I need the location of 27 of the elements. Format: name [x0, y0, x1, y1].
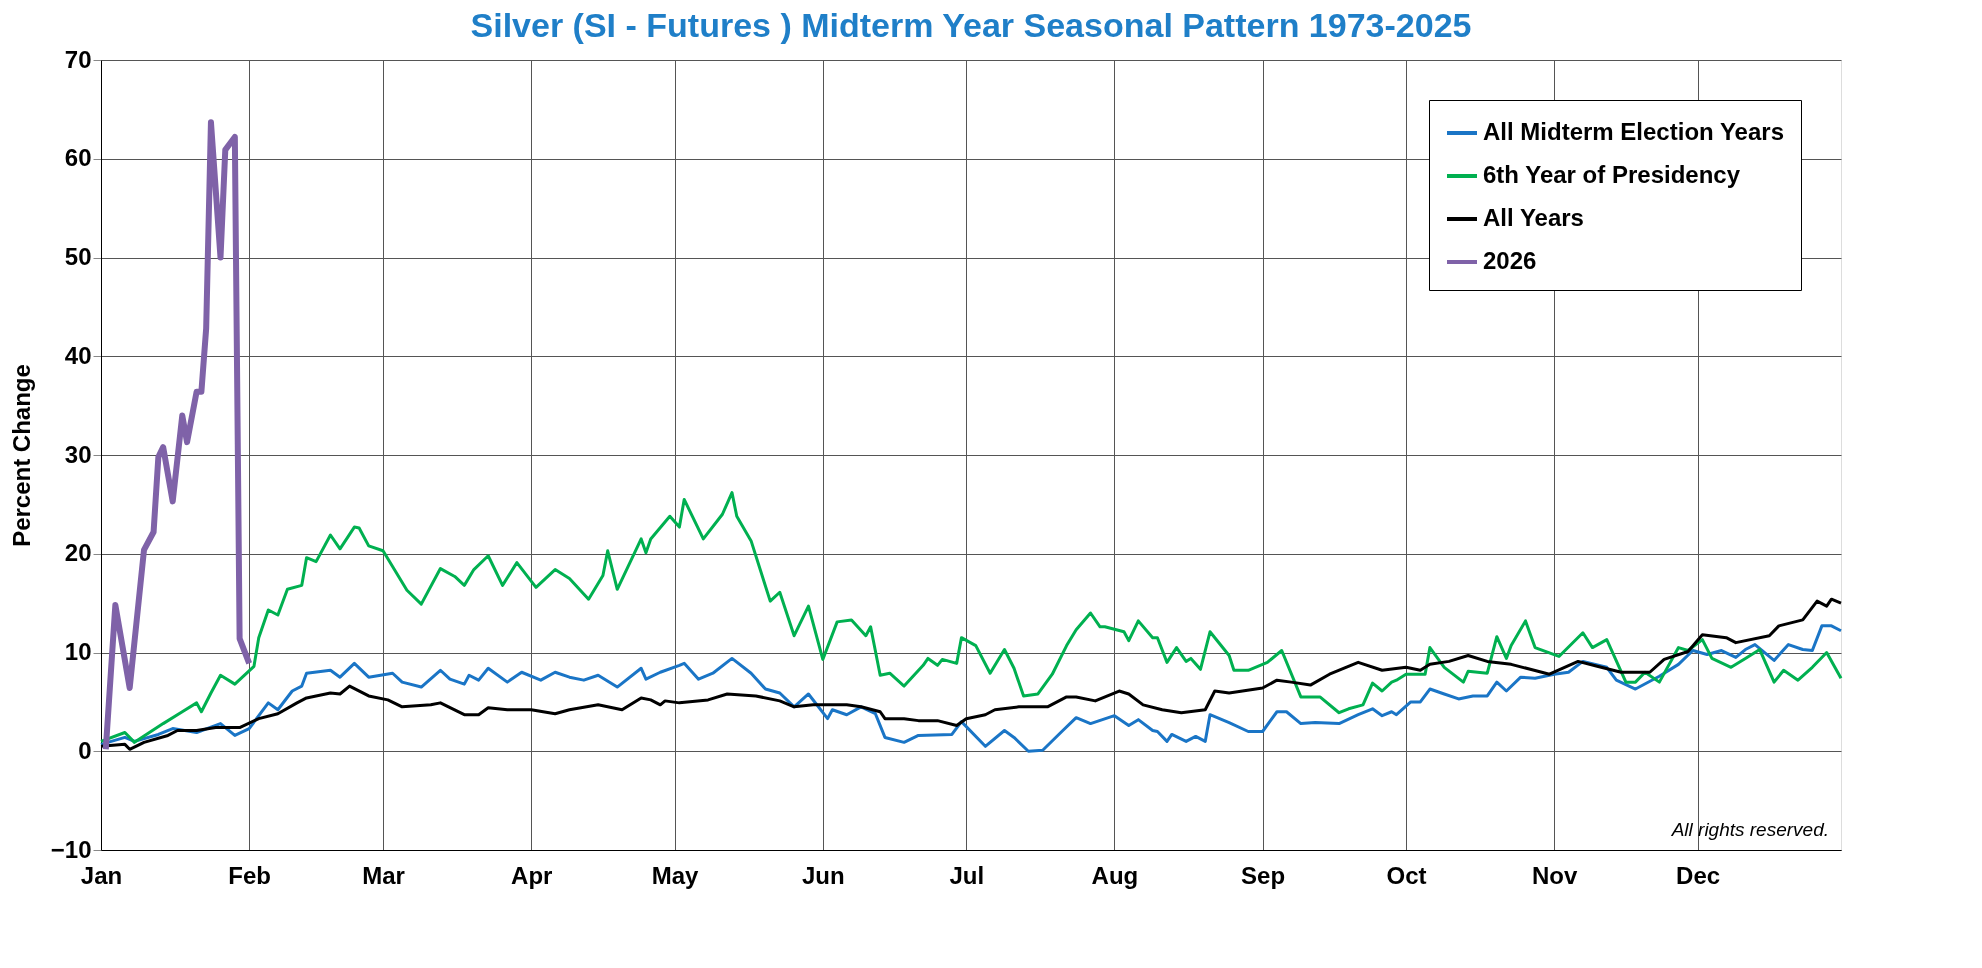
- y-tick-label: 30: [64, 440, 92, 468]
- x-tick-label: Jan: [80, 861, 123, 889]
- chart-title: Silver (SI - Futures ) Midterm Year Seasonal Pattern 1973-2025: [470, 6, 1472, 44]
- x-tick-label: Sep: [1241, 861, 1286, 889]
- x-tick-label: Jun: [801, 861, 845, 889]
- x-tick-label: Oct: [1386, 861, 1427, 889]
- x-tick-label: Feb: [228, 861, 272, 889]
- legend-label: All Years: [1483, 204, 1584, 231]
- x-tick-label: Jul: [949, 861, 985, 889]
- y-tick-label: 50: [64, 243, 92, 270]
- x-tick-label: Nov: [1532, 861, 1579, 889]
- legend-label: All Midterm Election Years: [1483, 118, 1784, 145]
- y-tick-label: 40: [64, 341, 92, 369]
- x-tick-label: Apr: [511, 861, 553, 889]
- x-tick-label: Dec: [1676, 861, 1721, 889]
- x-tick-label: May: [651, 861, 700, 889]
- y-tick-label: 70: [64, 45, 92, 73]
- y-tick-label: 20: [64, 539, 92, 567]
- legend-label: 6th Year of Presidency: [1483, 161, 1741, 188]
- y-tick-label: 0: [78, 736, 92, 764]
- x-tick-label: Aug: [1091, 861, 1139, 889]
- y-tick-label: 60: [64, 144, 92, 172]
- legend-label: 2026: [1483, 247, 1537, 274]
- y-tick-label: −10: [50, 835, 92, 863]
- x-tick-label: Mar: [362, 861, 405, 889]
- y-axis-title: Percent Change: [7, 364, 35, 547]
- y-tick-label: 10: [64, 638, 92, 665]
